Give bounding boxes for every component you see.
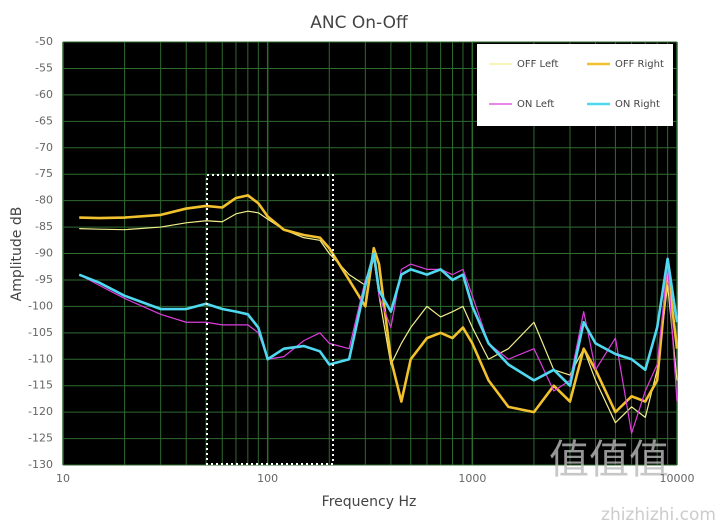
y-tick-label: -75 [35,167,53,180]
legend-label: ON Right [615,99,660,110]
y-tick-label: -95 [35,273,53,286]
x-tick-label: 100 [257,472,278,485]
y-tick-label: -120 [28,405,53,418]
watermark: zhizhizhi.com [601,505,716,525]
legend-label: OFF Right [615,59,664,70]
y-tick-label: -130 [28,458,53,471]
series-line [78,252,679,387]
y-tick-label: -50 [35,35,53,48]
watermark-logo: 值值值 [549,437,669,483]
legend-label: ON Left [517,99,554,110]
y-tick-label: -85 [35,220,53,233]
y-tick-label: -60 [35,88,53,101]
y-tick-label: -55 [35,61,53,74]
y-tick-label: -90 [35,247,53,260]
y-tick-label: -125 [28,432,53,445]
y-axis-label: Amplitude dB [9,207,25,302]
y-tick-label: -110 [28,352,53,365]
legend-label: OFF Left [517,59,558,70]
legend-entries: OFF Left OFF Right ON Left ON Right [489,59,664,110]
y-tick-label: -100 [28,299,53,312]
lines [78,194,679,434]
legend [477,44,673,126]
y-tick-label: -70 [35,141,53,154]
series-line [79,210,678,424]
highlight-box [206,174,334,465]
x-tick-label: 1000 [458,472,486,485]
x-tick-label: 10000 [660,472,695,485]
y-tick-label: -115 [28,379,53,392]
chart-title: ANC On-Off [310,13,409,33]
y-tick-label: -65 [35,114,53,127]
series-line [78,258,678,434]
y-tick-label: -105 [28,326,53,339]
x-axis-label: Frequency Hz [322,494,417,510]
x-tick-label: 10 [56,472,70,485]
series-line [79,194,679,414]
y-tick-label: -80 [35,194,53,207]
